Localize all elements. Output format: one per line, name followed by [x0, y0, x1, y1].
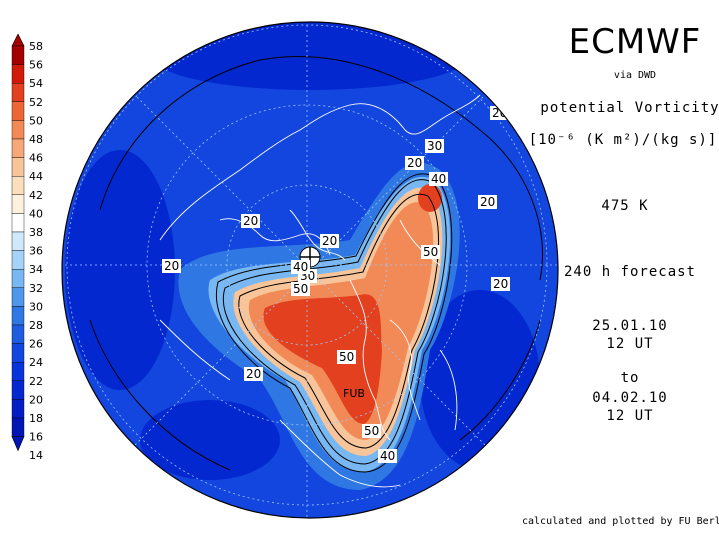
colorbar-swatch — [11, 64, 25, 84]
colorbar-swatch — [11, 268, 25, 288]
contour-label-bg — [162, 259, 181, 273]
colorbar-tick-label: 56 — [29, 59, 43, 72]
contour-label-bg — [405, 156, 424, 170]
colorbar-tick-label: 36 — [29, 245, 43, 258]
colorbar-swatch — [11, 250, 25, 270]
forecast-lead: 240 h forecast — [563, 264, 696, 280]
contour-label-bg — [478, 195, 497, 209]
colorbar-tick-label: 50 — [29, 114, 43, 127]
contour-label: 20 — [243, 214, 258, 228]
colorbar-swatch — [11, 83, 25, 103]
contour-label-bg — [241, 214, 260, 228]
colorbar-tick-label: 40 — [29, 207, 43, 220]
colorbar-swatch — [11, 306, 25, 326]
colorbar-swatch — [11, 213, 25, 233]
contour-label: 20 — [322, 234, 337, 248]
colorbar-swatch — [11, 175, 25, 195]
colorbar-tick-label: 30 — [29, 300, 43, 313]
contour-label: 20 — [246, 367, 261, 381]
colorbar-tick-label: 20 — [29, 393, 43, 406]
credit-line: calculated and plotted by FU Berlin — [522, 516, 719, 527]
contour-label: 20 — [492, 106, 507, 120]
colorbar: 58 56 54 52 50 48 46 44 42 40 38 36 34 32 30 28 26 24 22 20… — [11, 33, 43, 462]
map-border — [61, 21, 559, 519]
isentropic-level: 475 K — [601, 198, 649, 214]
colorbar-tick-label: 48 — [29, 133, 43, 146]
contour-label: 30 — [427, 139, 442, 153]
colorbar-tick-label: 58 — [29, 40, 43, 53]
colorbar-swatch — [11, 45, 25, 65]
colorbar-swatch — [11, 399, 25, 419]
colorbar-swatch — [11, 417, 25, 437]
colorbar-swatch — [11, 380, 25, 400]
low-pv-region — [65, 22, 540, 480]
colorbar-tick-label: 42 — [29, 189, 43, 202]
contour-label-bg — [491, 277, 510, 291]
colorbar-tick-label: 34 — [29, 263, 43, 276]
colorbar-tick-label: 22 — [29, 375, 43, 388]
colorbar-swatch — [11, 194, 25, 214]
colorbar-swatch — [11, 324, 25, 344]
coastlines — [159, 94, 481, 488]
colorbar-bottom-arrow — [11, 436, 25, 452]
contour-label-bg — [244, 367, 263, 381]
contour-label: 50 — [339, 350, 354, 364]
init-date: 25.01.10 — [592, 318, 668, 334]
init-time: 12 UT — [606, 336, 654, 352]
colorbar-swatch — [11, 101, 25, 121]
valid-time: 12 UT — [606, 408, 654, 424]
colorbar-tick-label: 44 — [29, 170, 43, 183]
colorbar-swatch — [11, 343, 25, 363]
contour-label: 50 — [423, 245, 438, 259]
colorbar-tick-label: 38 — [29, 226, 43, 239]
contour-label: 20 — [407, 156, 422, 170]
colorbar-tick-label: 28 — [29, 319, 43, 332]
vortex-core — [263, 184, 442, 424]
colorbar-swatch — [11, 157, 25, 177]
colorbar-tick-label: 46 — [29, 152, 43, 165]
colorbar-tick-label: 52 — [29, 96, 43, 109]
contour-label: 40 — [431, 172, 446, 186]
colorbar-swatch — [11, 287, 25, 307]
colorbar-swatch — [11, 120, 25, 140]
contour-label-bg — [291, 282, 310, 296]
model-title: ECMWF — [568, 22, 702, 62]
contour-label: 50 — [293, 282, 308, 296]
contour-label-bg — [429, 172, 448, 186]
contour-label: 40 — [293, 260, 308, 274]
contour-label-bg — [421, 245, 440, 259]
contour-label: 20 — [164, 259, 179, 273]
colorbar-tick-label: 14 — [29, 449, 43, 462]
parameter-name: potential Vorticity — [540, 100, 719, 116]
svg-text:FUB: FUB — [343, 387, 365, 400]
colorbar-top-arrow — [11, 33, 25, 47]
colorbar-tick-label: 18 — [29, 412, 43, 425]
contour-label-bg — [425, 139, 444, 153]
colorbar-tick-label: 24 — [29, 356, 43, 369]
data-source: via DWD — [613, 70, 657, 81]
contour-label-bg — [291, 260, 310, 274]
contour-label: 20 — [493, 277, 508, 291]
contour-label: 50 — [364, 424, 379, 438]
contour-label-bg — [362, 424, 381, 438]
colorbar-tick-label: 32 — [29, 282, 43, 295]
contour-label-bg — [320, 234, 339, 248]
contour-lines — [89, 56, 543, 473]
colorbar-tick-label: 26 — [29, 338, 43, 351]
valid-date: 04.02.10 — [592, 390, 668, 406]
station-fub: FUB — [343, 387, 365, 400]
contour-label: 40 — [380, 449, 395, 463]
contour-label: 20 — [480, 195, 495, 209]
contour-label-bg — [378, 449, 397, 463]
colorbar-swatch — [11, 138, 25, 158]
colorbar-tick-label: 16 — [29, 431, 43, 444]
colorbar-swatch — [11, 231, 25, 251]
colorbar-swatch — [11, 362, 25, 382]
contour-label-bg — [337, 350, 356, 364]
colorbar-tick-label: 54 — [29, 77, 43, 90]
to-word: to — [620, 370, 640, 386]
parameter-units: [10⁻⁶ (K m²)/(kg s)] — [528, 132, 718, 148]
